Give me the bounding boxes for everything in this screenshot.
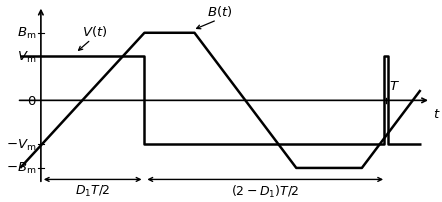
Text: $V(t)$: $V(t)$ (82, 23, 108, 38)
Text: $B_{\rm m}$: $B_{\rm m}$ (17, 26, 37, 41)
Text: $(2-D_1)T/2$: $(2-D_1)T/2$ (231, 183, 300, 199)
Text: $-V_{\rm m}$: $-V_{\rm m}$ (6, 137, 37, 152)
Text: $V_{\rm m}$: $V_{\rm m}$ (17, 50, 37, 65)
Text: $t$: $t$ (433, 108, 440, 121)
Text: $B(t)$: $B(t)$ (206, 4, 232, 19)
Text: $D_1T/2$: $D_1T/2$ (75, 183, 110, 198)
Text: $T$: $T$ (389, 79, 400, 92)
Text: $-B_{\rm m}$: $-B_{\rm m}$ (6, 161, 37, 176)
Text: $0$: $0$ (27, 94, 37, 107)
